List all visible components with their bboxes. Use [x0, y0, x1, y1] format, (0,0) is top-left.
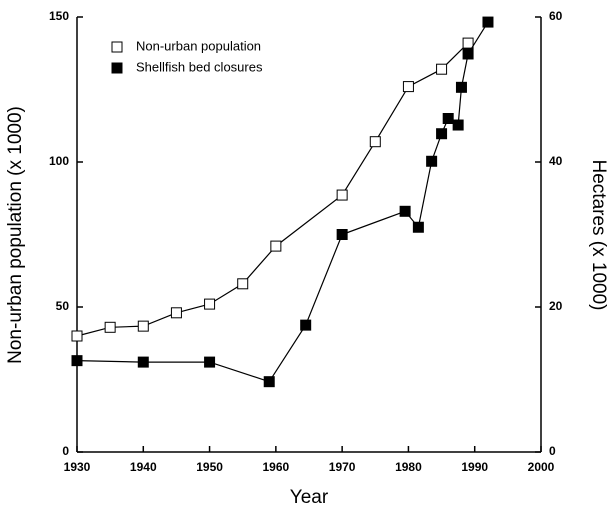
- data-point: [137, 356, 149, 368]
- x-tick-label: 1990: [461, 460, 488, 474]
- data-point: [71, 355, 83, 367]
- y2-tick-label: 20: [549, 299, 563, 313]
- legend-marker: [111, 41, 123, 53]
- y2-tick-label: 40: [549, 154, 563, 168]
- data-point: [270, 240, 282, 252]
- data-point: [263, 376, 275, 388]
- data-point: [336, 189, 348, 201]
- data-point: [137, 320, 149, 332]
- series-line: [76, 42, 469, 337]
- data-point: [455, 81, 467, 93]
- x-tick-label: 1980: [395, 460, 422, 474]
- data-point: [237, 278, 249, 290]
- y2-axis-label: Hectares (x 1000): [588, 159, 609, 310]
- data-point: [170, 307, 182, 319]
- y-tick-label: 50: [56, 299, 70, 313]
- data-point: [462, 37, 474, 49]
- legend-marker: [111, 62, 123, 74]
- x-tick-label: 1940: [130, 460, 157, 474]
- data-point: [300, 319, 312, 331]
- data-point: [71, 330, 83, 342]
- legend-label: Non-urban population: [136, 38, 261, 53]
- x-tick-label: 1950: [196, 460, 223, 474]
- data-point: [452, 119, 464, 131]
- y-tick-label: 150: [49, 9, 69, 23]
- data-point: [369, 136, 381, 148]
- y-tick-label: 100: [49, 154, 69, 168]
- y2-tick-label: 0: [549, 444, 556, 458]
- y2-tick-label: 60: [549, 9, 563, 23]
- data-point: [104, 321, 116, 333]
- data-point: [204, 356, 216, 368]
- data-point: [426, 155, 438, 167]
- data-point: [462, 48, 474, 60]
- data-point: [412, 221, 424, 233]
- data-point: [399, 205, 411, 217]
- x-tick-label: 2000: [528, 460, 555, 474]
- y-axis-label: Non-urban population (x 1000): [5, 106, 26, 364]
- x-axis-label: Year: [290, 487, 329, 508]
- x-tick-label: 1970: [329, 460, 356, 474]
- x-tick-label: 1960: [263, 460, 290, 474]
- data-point: [442, 113, 454, 124]
- data-point: [436, 128, 448, 140]
- y-tick-label: 0: [62, 444, 69, 458]
- x-tick-label: 1930: [64, 460, 91, 474]
- data-point: [482, 16, 494, 28]
- data-point: [402, 81, 414, 93]
- data-point: [204, 298, 216, 310]
- data-point: [436, 63, 448, 75]
- data-point: [336, 229, 348, 240]
- legend-label: Shellfish bed closures: [136, 59, 263, 74]
